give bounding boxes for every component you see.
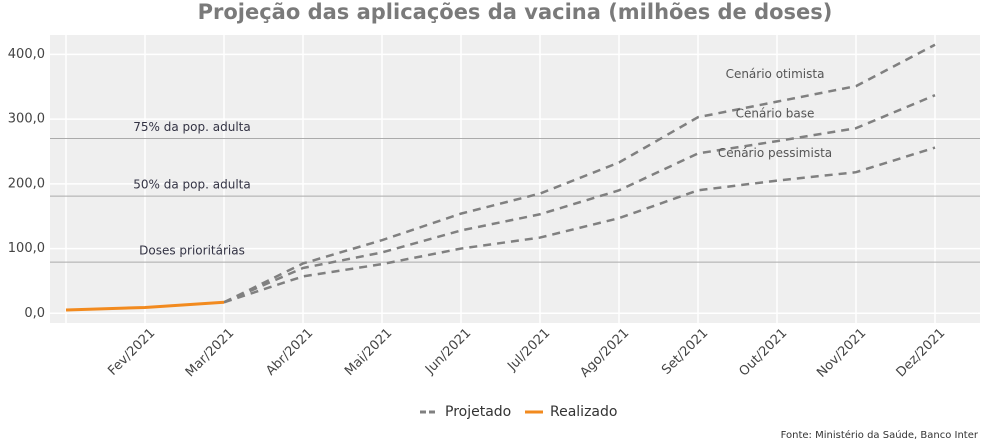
series-label: Cenário otimista xyxy=(726,67,825,81)
x-tick-label: Dez/2021 xyxy=(894,326,949,381)
y-tick-label: 300,0 xyxy=(8,112,45,127)
x-tick-label: Mai/2021 xyxy=(342,326,395,379)
reference-label: 50% da pop. adulta xyxy=(133,178,250,192)
x-tick-label: Mar/2021 xyxy=(183,326,237,380)
x-tick-label: Fev/2021 xyxy=(105,326,158,379)
chart-title: Projeção das aplicações da vacina (milhõ… xyxy=(198,0,833,24)
x-tick-label: Jun/2021 xyxy=(422,326,474,378)
y-tick-label: 0,0 xyxy=(24,306,45,321)
series-line xyxy=(65,300,225,312)
series-line xyxy=(223,146,936,304)
plot-area xyxy=(50,35,980,323)
x-tick-label: Ago/2021 xyxy=(577,326,632,381)
y-tick-label: 100,0 xyxy=(8,241,45,256)
legend-label: Realizado xyxy=(550,404,617,420)
legend-label: Projetado xyxy=(445,404,511,420)
series-line xyxy=(223,43,936,304)
x-tick-label: Out/2021 xyxy=(737,326,791,380)
x-tick-label: Jul/2021 xyxy=(504,326,553,375)
x-tick-label: Nov/2021 xyxy=(814,326,869,381)
series-label: Cenário pessimista xyxy=(718,146,832,160)
y-tick-label: 400,0 xyxy=(8,47,45,62)
series-line xyxy=(223,94,936,304)
series-label: Cenário base xyxy=(736,107,815,121)
y-tick-label: 200,0 xyxy=(8,176,45,191)
x-tick-label: Abr/2021 xyxy=(263,326,316,379)
reference-label: Doses prioritárias xyxy=(139,244,245,258)
reference-label: 75% da pop. adulta xyxy=(133,120,250,134)
x-tick-label: Set/2021 xyxy=(659,326,711,378)
source: Fonte: Ministério da Saúde, Banco Inter xyxy=(781,429,979,441)
